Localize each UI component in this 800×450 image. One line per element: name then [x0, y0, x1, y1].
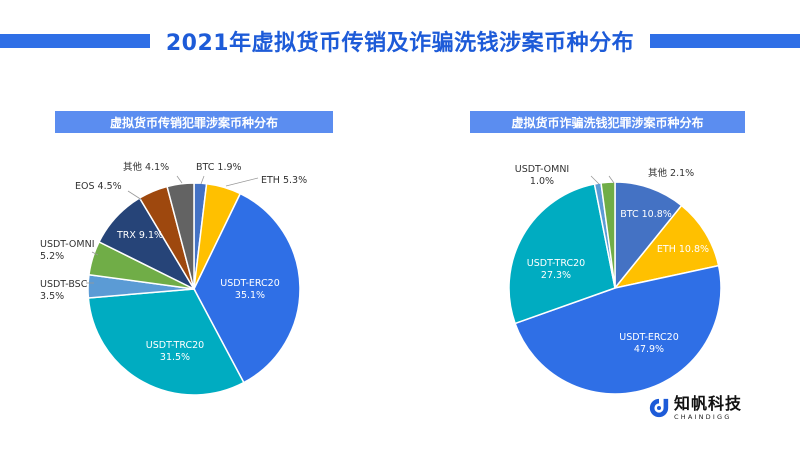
- pie1-slice-usdt-trc20: [87, 288, 245, 396]
- page-title: 2021年虚拟货币传销及诈骗洗钱涉案币种分布: [165, 31, 635, 56]
- pie1-leader-eos: [127, 190, 143, 201]
- pie1-leader-eth: [225, 177, 259, 187]
- pie1-label-usdt-bsc: USDT-BSC 3.5%: [40, 279, 88, 302]
- pie1-slice-usdt-erc20: [193, 192, 301, 384]
- pie1-leader-btc: [200, 175, 205, 185]
- pie2-slice-other: [600, 181, 616, 289]
- pie2-label-usdt-trc20: USDT-TRC20 27.3%: [527, 258, 585, 281]
- title-box: 2021年虚拟货币传销及诈骗洗钱涉案币种分布: [150, 22, 650, 60]
- pie1-label-usdt-trc20: USDT-TRC20 31.5%: [146, 340, 204, 363]
- chaindigg-logo: 知帆科技 CHAINDIGG: [648, 396, 742, 421]
- pie1-label-trx: TRX 9.1%: [116, 230, 163, 241]
- right-chart-title: 虚拟货币诈骗洗钱犯罪涉案币种分布: [470, 111, 745, 133]
- pie2-label-usdt-omni: USDT-OMNI 1.0%: [515, 164, 570, 187]
- pie2-slice-usdt-trc20: [508, 183, 616, 325]
- pie1-leader-other: [176, 175, 183, 184]
- pie1-label-usdt-erc20: USDT-ERC20 35.1%: [220, 278, 280, 301]
- pie1-leader-usdt-omni: [91, 251, 99, 256]
- pie2-slice-btc: [614, 181, 683, 291]
- pie2-slice-usdt-erc20: [514, 264, 722, 395]
- pie1-label-eos: EOS 4.5%: [75, 181, 122, 192]
- pie2-label-btc: BTC 10.8%: [620, 209, 672, 220]
- pie1-label-btc: BTC 1.9%: [196, 162, 242, 173]
- pie1-label-usdt-omni: USDT-OMNI 5.2%: [40, 239, 95, 262]
- pie1-label-eth: ETH 5.3%: [261, 175, 307, 186]
- pie2-slice-eth: [613, 204, 720, 290]
- left-chart-title: 虚拟货币传销犯罪涉案币种分布: [55, 111, 333, 133]
- pie2-label-other: 其他 2.1%: [648, 167, 694, 179]
- pie2-leader-other: [608, 175, 615, 184]
- logo-sub: CHAINDIGG: [674, 413, 732, 421]
- pie2-leader-usdt-omni: [590, 175, 600, 185]
- chaindigg-logo-icon: [649, 399, 669, 418]
- pie2-label-usdt-erc20: USDT-ERC20 47.9%: [619, 332, 679, 355]
- pie1-slice-other: [166, 182, 195, 290]
- pie2-label-eth: ETH 10.8%: [657, 244, 709, 255]
- pie1-label-other: 其他 4.1%: [123, 161, 169, 173]
- logo-name: 知帆科技: [674, 394, 743, 413]
